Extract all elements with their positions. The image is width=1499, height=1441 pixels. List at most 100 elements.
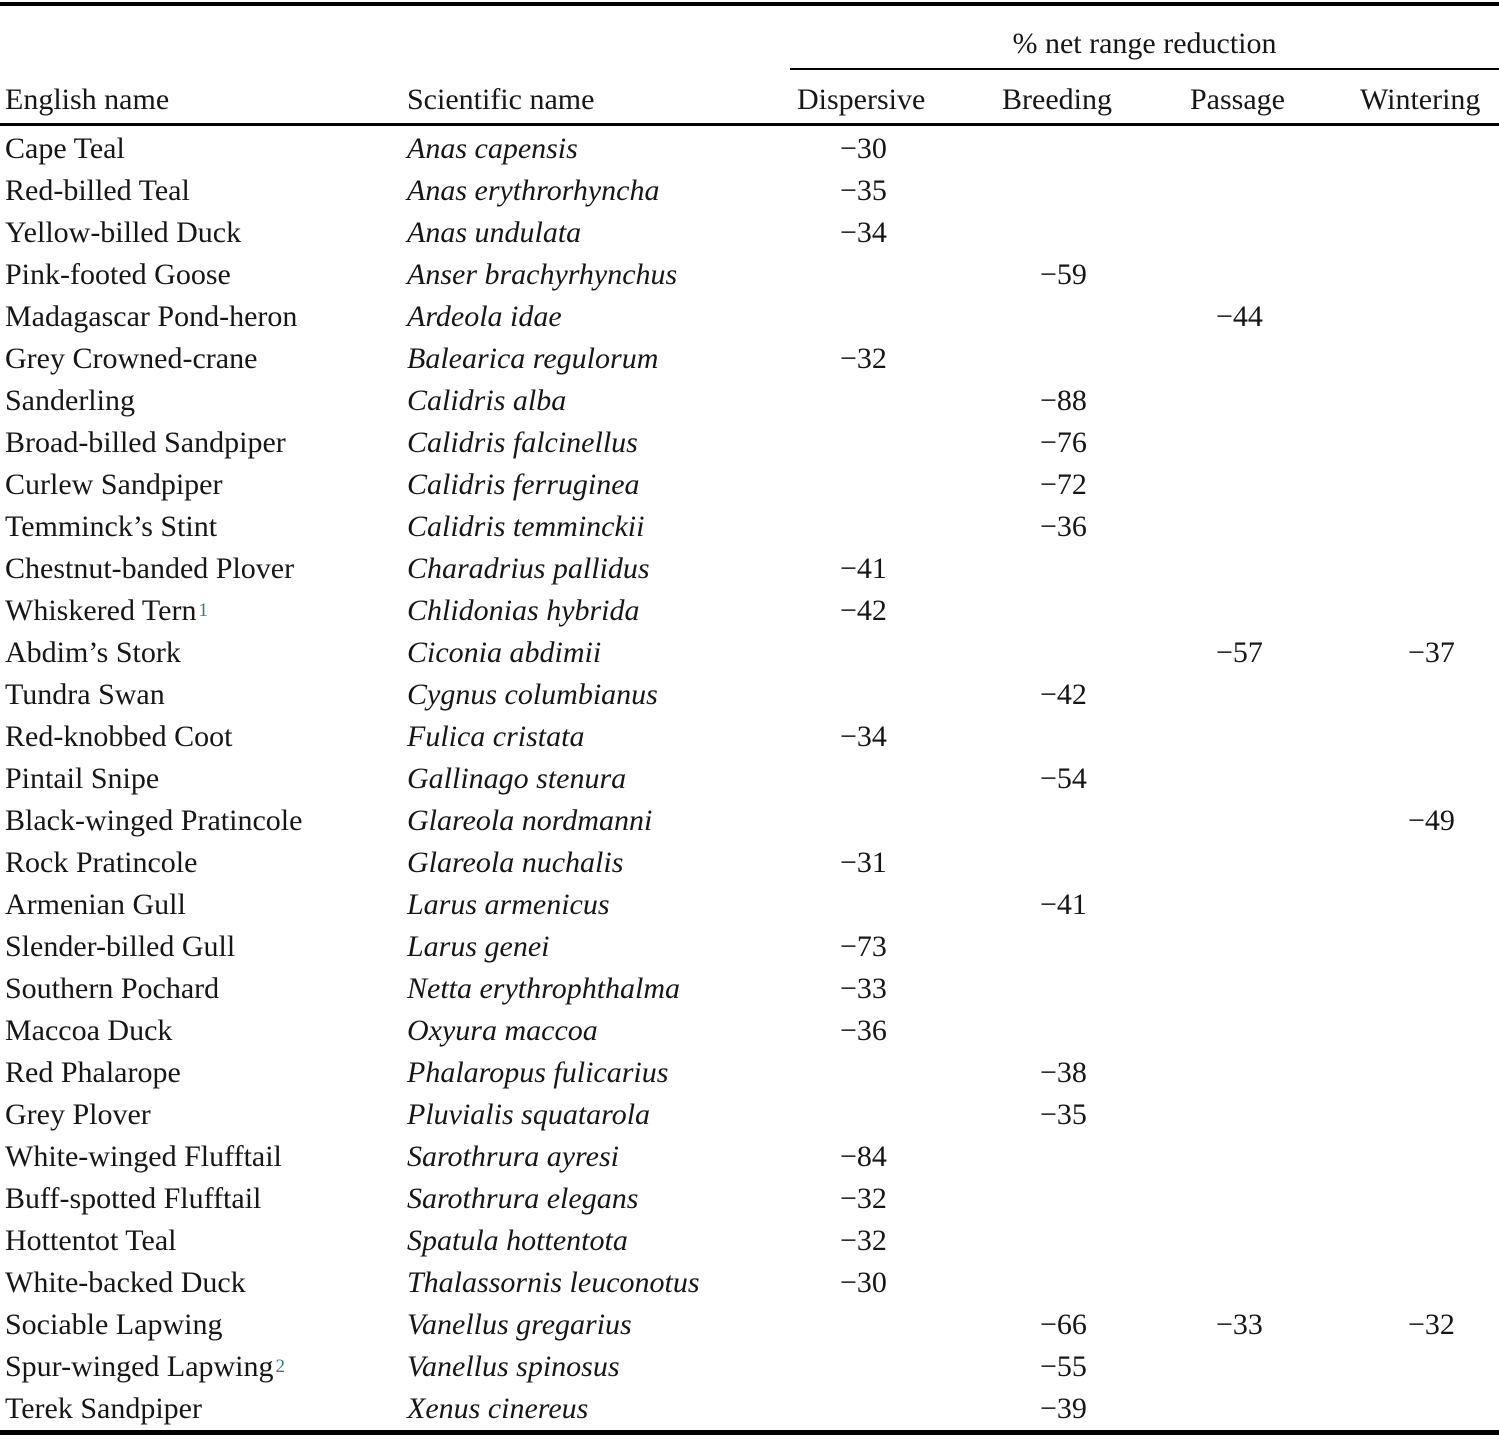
spanner-heading: % net range reduction bbox=[790, 6, 1499, 70]
breeding-value-cell bbox=[998, 1262, 1185, 1304]
english-name-cell: Spur-winged Lapwing 2 bbox=[0, 1346, 398, 1388]
scientific-name-cell: Cygnus columbianus bbox=[407, 678, 658, 711]
scientific-name-cell: Xenus cinereus bbox=[407, 1392, 589, 1425]
passage-value-cell: −57 bbox=[1216, 636, 1263, 669]
dispersive-value-cell: −34 bbox=[840, 216, 887, 249]
english-name-cell: Pink-footed Goose bbox=[0, 254, 398, 296]
english-name-text: Red Phalarope bbox=[5, 1056, 181, 1089]
table-row: Curlew Sandpiper Calidris ferruginea −72 bbox=[0, 464, 1499, 506]
dispersive-value-cell: −33 bbox=[840, 972, 887, 1005]
scientific-name-cell: Calidris alba bbox=[407, 384, 567, 417]
table-row: Tundra Swan Cygnus columbianus −42 bbox=[0, 674, 1499, 716]
table-row: Madagascar Pond-heron Ardeola idae −44 bbox=[0, 296, 1499, 338]
dispersive-value-cell bbox=[790, 1346, 998, 1388]
wintering-value-cell bbox=[1356, 506, 1499, 548]
english-name-cell: Curlew Sandpiper bbox=[0, 464, 398, 506]
wintering-value-cell bbox=[1356, 926, 1499, 968]
english-name-text: Curlew Sandpiper bbox=[5, 468, 223, 501]
breeding-value-cell bbox=[998, 632, 1185, 674]
passage-value-cell bbox=[1185, 968, 1356, 1010]
table-row: Pintail Snipe Gallinago stenura −54 bbox=[0, 758, 1499, 800]
scientific-name-cell: Netta erythrophthalma bbox=[407, 972, 681, 1005]
english-name-cell: Broad-billed Sandpiper bbox=[0, 422, 398, 464]
table-row: Grey Plover Pluvialis squatarola −35 bbox=[0, 1094, 1499, 1136]
english-name-cell: Southern Pochard bbox=[0, 968, 398, 1010]
english-name-text: Yellow-billed Duck bbox=[5, 216, 242, 249]
english-name-text: Terek Sandpiper bbox=[5, 1392, 202, 1425]
scientific-name-cell: Larus armenicus bbox=[407, 888, 610, 921]
english-name-text: Red-knobbed Coot bbox=[5, 720, 233, 753]
passage-value-cell bbox=[1185, 716, 1356, 758]
english-name-cell: White-winged Flufftail bbox=[0, 1136, 398, 1178]
scientific-name-cell: Chlidonias hybrida bbox=[407, 594, 640, 627]
breeding-value-cell bbox=[998, 1220, 1185, 1262]
wintering-value-cell: −37 bbox=[1408, 636, 1455, 669]
breeding-value-cell: −42 bbox=[1040, 678, 1087, 711]
scientific-name-cell: Anas undulata bbox=[407, 216, 582, 249]
scientific-name-cell: Glareola nuchalis bbox=[407, 846, 624, 879]
scientific-name-cell: Charadrius pallidus bbox=[407, 552, 650, 585]
english-name-text: Chestnut-banded Plover bbox=[5, 552, 295, 585]
english-name-text: Rock Pratincole bbox=[5, 846, 198, 879]
dispersive-value-cell: −32 bbox=[840, 1224, 887, 1257]
english-name-text: Hottentot Teal bbox=[5, 1224, 177, 1257]
header-rule bbox=[0, 123, 1499, 126]
passage-value-cell bbox=[1185, 254, 1356, 296]
table-row: Sociable Lapwing Vanellus gregarius −66 −33… bbox=[0, 1304, 1499, 1346]
column-header-row: English name Scientific name Dispersive … bbox=[0, 70, 1499, 123]
wintering-value-cell bbox=[1356, 1388, 1499, 1430]
dispersive-value-cell bbox=[790, 422, 998, 464]
english-name-text: Maccoa Duck bbox=[5, 1014, 173, 1047]
scientific-name-cell: Anser brachyrhynchus bbox=[407, 258, 678, 291]
dispersive-value-cell: −36 bbox=[840, 1014, 887, 1047]
dispersive-value-cell bbox=[790, 632, 998, 674]
english-name-cell: Yellow-billed Duck bbox=[0, 212, 398, 254]
english-name-text: Slender-billed Gull bbox=[5, 930, 236, 963]
english-name-text: Broad-billed Sandpiper bbox=[5, 426, 286, 459]
passage-value-cell bbox=[1185, 212, 1356, 254]
wintering-value-cell bbox=[1356, 170, 1499, 212]
english-name-cell: Pintail Snipe bbox=[0, 758, 398, 800]
english-name-cell: Buff-spotted Flufftail bbox=[0, 1178, 398, 1220]
breeding-value-cell bbox=[998, 128, 1185, 170]
english-name-text: Red-billed Teal bbox=[5, 174, 190, 207]
table-row: Cape Teal Anas capensis −30 bbox=[0, 128, 1499, 170]
scientific-name-cell: Ciconia abdimii bbox=[407, 636, 602, 669]
dispersive-value-cell bbox=[790, 884, 998, 926]
table-row: Red Phalarope Phalaropus fulicarius −38 bbox=[0, 1052, 1499, 1094]
passage-value-cell: −33 bbox=[1216, 1308, 1263, 1341]
dispersive-value-cell: −30 bbox=[840, 132, 887, 165]
dispersive-value-cell: −73 bbox=[840, 930, 887, 963]
wintering-value-cell bbox=[1356, 884, 1499, 926]
breeding-value-cell: −54 bbox=[1040, 762, 1087, 795]
english-name-text: Tundra Swan bbox=[5, 678, 165, 711]
wintering-value-cell bbox=[1356, 968, 1499, 1010]
table-row: White-winged Flufftail Sarothrura ayresi −… bbox=[0, 1136, 1499, 1178]
passage-value-cell bbox=[1185, 674, 1356, 716]
english-name-cell: Grey Crowned-crane bbox=[0, 338, 398, 380]
wintering-value-cell bbox=[1356, 422, 1499, 464]
wintering-value-cell bbox=[1356, 1262, 1499, 1304]
english-name-text: Pink-footed Goose bbox=[5, 258, 231, 291]
column-header-dispersive: Dispersive bbox=[797, 83, 926, 116]
passage-value-cell bbox=[1185, 1052, 1356, 1094]
english-name-cell: Terek Sandpiper bbox=[0, 1388, 398, 1430]
wintering-value-cell bbox=[1356, 128, 1499, 170]
passage-value-cell bbox=[1185, 380, 1356, 422]
passage-value-cell bbox=[1185, 170, 1356, 212]
wintering-value-cell bbox=[1356, 1010, 1499, 1052]
wintering-value-cell bbox=[1356, 1136, 1499, 1178]
breeding-value-cell: −41 bbox=[1040, 888, 1087, 921]
english-name-text: Sanderling bbox=[5, 384, 135, 417]
table-row: White-backed Duck Thalassornis leuconotus… bbox=[0, 1262, 1499, 1304]
breeding-value-cell bbox=[998, 926, 1185, 968]
english-name-cell: Slender-billed Gull bbox=[0, 926, 398, 968]
scientific-name-cell: Vanellus gregarius bbox=[407, 1308, 632, 1341]
english-name-cell: Red-knobbed Coot bbox=[0, 716, 398, 758]
dispersive-value-cell bbox=[790, 1094, 998, 1136]
dispersive-value-cell: −34 bbox=[840, 720, 887, 753]
scientific-name-cell: Vanellus spinosus bbox=[407, 1350, 620, 1383]
wintering-value-cell bbox=[1356, 758, 1499, 800]
dispersive-value-cell: −31 bbox=[840, 846, 887, 879]
english-name-text: Whiskered Tern bbox=[5, 594, 197, 627]
